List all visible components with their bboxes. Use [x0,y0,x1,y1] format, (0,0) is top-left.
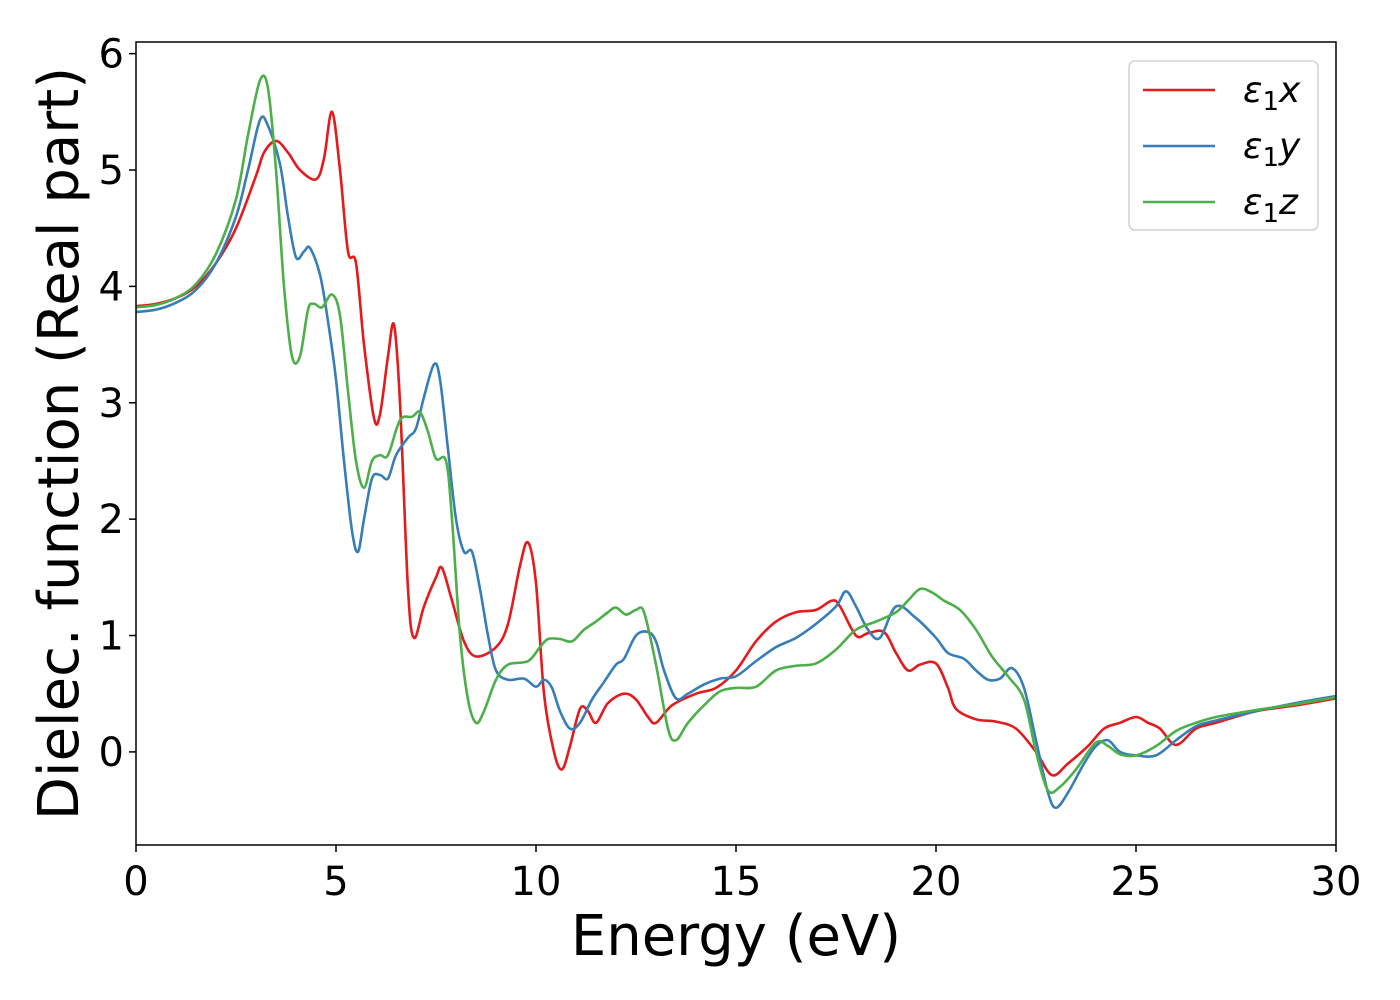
legend: ε1x ε1y ε1z [1128,60,1319,231]
y-tick-label: 6 [99,32,124,78]
x-tick-label: 15 [711,859,762,905]
y-tick-label: 0 [99,730,124,776]
series-line-z [136,74,1336,795]
y-axis-ticks: 0 1 2 3 4 5 6 [99,32,136,776]
x-tick-label: 10 [511,859,562,905]
series-line-y [136,115,1336,810]
x-tick-label: 25 [1111,859,1162,905]
legend-label-y: ε1y [1243,126,1301,173]
x-tick-label: 30 [1311,859,1362,905]
y-tick-label: 2 [99,497,124,543]
series-layer [136,74,1336,810]
y-tick-label: 3 [99,381,124,427]
series-line-x [136,110,1336,777]
legend-label-x: ε1x [1243,70,1301,117]
y-tick-label: 5 [99,148,124,194]
y-tick-label: 1 [99,614,124,660]
y-tick-label: 4 [99,264,124,310]
legend-box [1128,60,1319,231]
x-tick-label: 20 [911,859,962,905]
legend-label-z: ε1z [1243,182,1299,229]
x-tick-label: 5 [323,859,348,905]
x-tick-label: 0 [123,859,148,905]
y-axis-label: Dielec. function (Real part) [27,67,92,820]
x-axis-label: Energy (eV) [571,904,901,969]
x-axis-ticks: 0 5 10 15 20 25 30 [123,845,1361,905]
